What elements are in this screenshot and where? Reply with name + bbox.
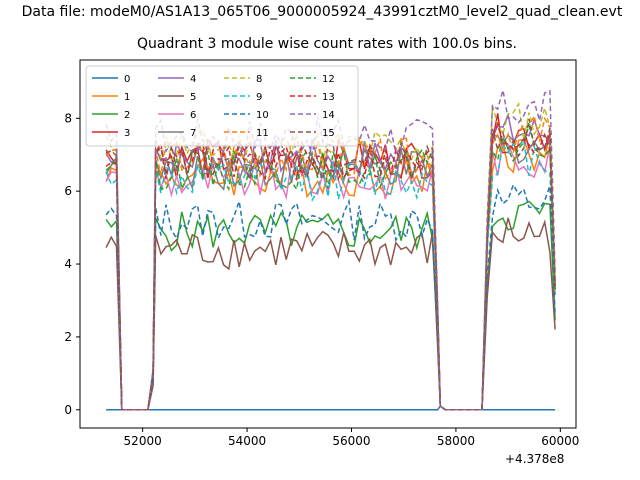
legend-label: 9 (256, 92, 262, 103)
series-line-8 (105, 101, 556, 411)
y-tick-label: 6 (64, 184, 72, 198)
legend-label: 11 (256, 128, 269, 139)
x-tick-label: 56000 (332, 434, 370, 448)
legend-label: 12 (322, 74, 335, 85)
y-tick-label: 4 (64, 257, 72, 271)
legend-label: 2 (124, 110, 130, 121)
plot-lines (105, 89, 556, 411)
figure-suptitle: Data file: modeM0/AS1A13_065T06_90000059… (21, 4, 623, 20)
series-line-15 (105, 118, 556, 411)
x-tick-label: 60000 (541, 434, 579, 448)
y-tick-label: 0 (64, 403, 72, 417)
y-axis: 0 2 4 6 8 (64, 111, 80, 417)
legend-label: 14 (322, 110, 335, 121)
legend-label: 15 (322, 128, 335, 139)
x-axis: 52000 54000 56000 58000 60000 (124, 428, 579, 448)
x-tick-label: 54000 (228, 434, 266, 448)
legend-label: 5 (190, 92, 196, 103)
series-line-0 (106, 405, 556, 411)
chart-title: Quadrant 3 module wise count rates with … (137, 36, 517, 52)
legend-label: 10 (256, 110, 269, 121)
legend-label: 6 (190, 110, 196, 121)
series-line-5 (105, 217, 556, 411)
series-line-10 (105, 182, 556, 411)
legend-label: 13 (322, 92, 335, 103)
series-line-9 (105, 139, 556, 411)
x-tick-label: 58000 (437, 434, 475, 448)
legend-label: 7 (190, 128, 196, 139)
y-tick-label: 8 (64, 111, 72, 125)
x-axis-offset-label: +4.378e8 (505, 452, 565, 466)
legend-box (85, 65, 359, 147)
legend-label: 0 (124, 74, 130, 85)
axes-frame (79, 59, 577, 429)
legend-label: 4 (190, 74, 196, 85)
y-tick-label: 2 (64, 330, 72, 344)
series-line-13 (105, 121, 556, 411)
legend-label: 8 (256, 74, 262, 85)
legend-label: 1 (124, 92, 130, 103)
x-tick-label: 52000 (124, 434, 162, 448)
legend-label: 3 (124, 128, 130, 139)
